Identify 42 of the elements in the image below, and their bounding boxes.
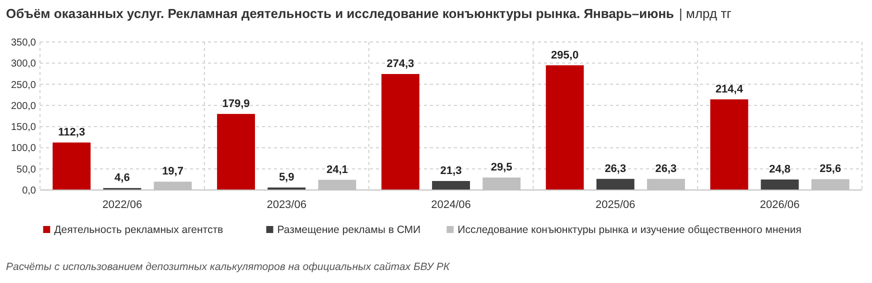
y-tick-label: 0,0 <box>22 186 36 196</box>
data-label: 4,6 <box>114 172 130 184</box>
bar <box>381 74 420 190</box>
data-label: 24,8 <box>769 164 791 176</box>
y-tick-label: 50,0 <box>16 164 36 176</box>
bar <box>546 65 584 190</box>
legend-label: Деятельность рекламных агентств <box>54 224 224 236</box>
data-label: 295,0 <box>551 49 579 62</box>
bar <box>760 180 799 190</box>
data-label: 29,5 <box>490 162 512 174</box>
x-tick-label: 2026/06 <box>760 199 800 211</box>
y-tick-label: 250,0 <box>10 80 36 91</box>
text: Расчёты с использованием депозитных калькуляторов на официальных сайтах БВУ РК <box>6 261 450 273</box>
bar <box>710 99 748 190</box>
bar <box>596 178 634 190</box>
bar <box>217 114 255 190</box>
x-tick-label: 2023/06 <box>266 199 306 211</box>
x-tick-label: 2022/06 <box>102 199 142 211</box>
data-label: 5,9 <box>278 172 294 184</box>
data-label: 112,3 <box>58 126 86 139</box>
legend-label: Размещение рекламы в СМИ <box>277 224 421 236</box>
bar <box>52 142 91 190</box>
data-label: 214,4 <box>715 83 744 96</box>
y-tick-label: 350,0 <box>10 38 36 48</box>
data-label: 24,1 <box>326 164 348 176</box>
data-label: 26,3 <box>655 162 677 175</box>
y-tick-label: 150,0 <box>10 122 36 134</box>
data-label: 26,3 <box>604 162 626 175</box>
legend-label: Исследование конъюнктуры рынка и изучение общественного мнения <box>458 224 802 236</box>
chart-title: Объём оказанных услуг. Рекламная деятельность и исследование конъюнктуры рынка. Январь–июнь <box>6 6 674 21</box>
y-tick-label: 200,0 <box>10 100 36 112</box>
x-tick-label: 2024/06 <box>431 199 471 211</box>
x-tick-label: 2025/06 <box>596 199 636 211</box>
y-tick-label: 300,0 <box>10 58 36 70</box>
data-label: 274,3 <box>386 58 414 70</box>
chart-subtitle: | млрд тг <box>679 6 732 21</box>
data-label: 179,9 <box>222 98 250 110</box>
y-tick-label: 100,0 <box>10 143 36 154</box>
data-label: 21,3 <box>440 164 462 177</box>
bar <box>432 180 470 190</box>
data-label: 25,6 <box>820 163 842 176</box>
data-label: 19,7 <box>162 166 184 178</box>
